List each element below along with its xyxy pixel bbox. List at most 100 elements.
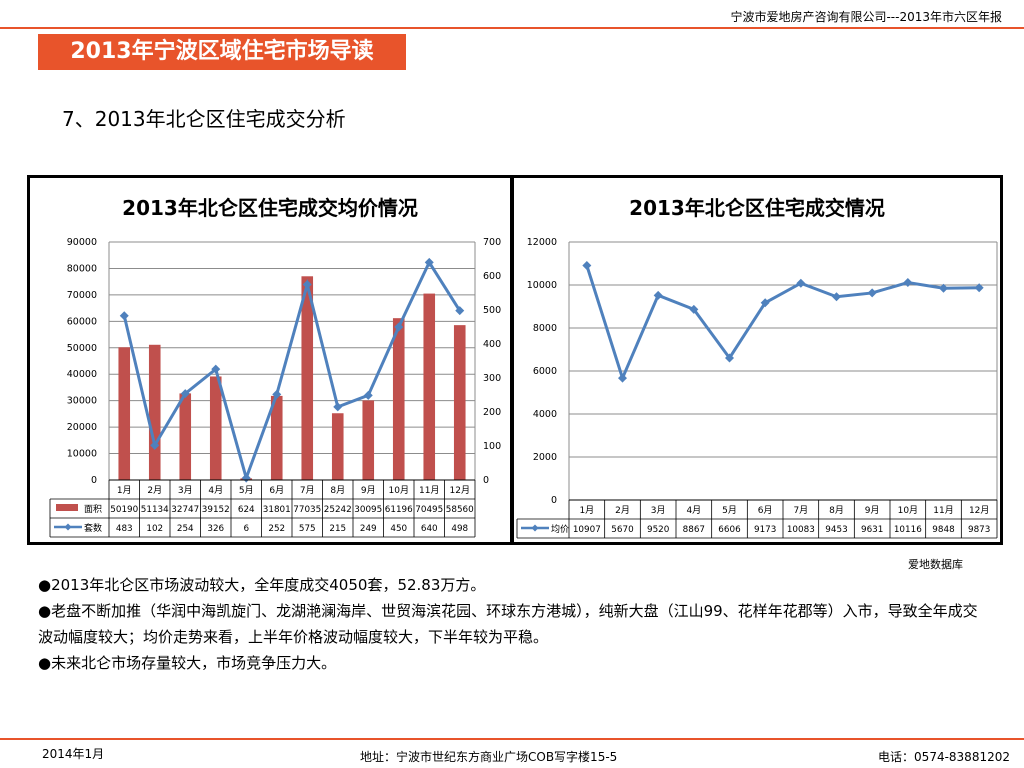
data-label: 640 [421,524,438,534]
analysis-bullets: ●2013年北仑区市场波动较大，全年度成交4050套，52.83万方。 ●老盘不… [38,572,988,676]
data-label: 498 [451,524,468,534]
bar [423,293,436,480]
data-label: 215 [329,524,346,534]
data-label: 39152 [202,505,230,515]
x-tick-label: 6月 [758,505,773,516]
data-label: 8867 [683,525,705,535]
section-title: 7、2013年北仑区住宅成交分析 [62,107,346,131]
y-left-tick-label: 10000 [527,280,557,291]
bar [362,400,375,480]
data-label: 30095 [354,505,382,515]
footer-phone: 电话：0574-83881202 [878,750,1010,764]
bullet-item: ●老盘不断加推（华润中海凯旋门、龙湖滟澜海岸、世贸海滨花园、环球东方港城），纯新… [38,602,978,646]
header-company: 宁波市爱地房产咨询有限公司---2013年市六区年报 [730,10,1002,24]
x-tick-label: 3月 [178,485,193,496]
data-label: 326 [207,524,224,534]
y-left-tick-label: 30000 [67,396,97,407]
series-line [122,259,462,483]
x-tick-label: 7月 [300,485,315,496]
chart-area-volume: 0 10000 20000 30000 40000 50000 60000 70000 8000… [49,237,501,538]
data-point [211,364,221,374]
bar [392,318,405,480]
data-point [582,260,592,270]
footer-divider [0,738,1024,740]
data-label: 9873 [968,525,990,535]
legend-key [56,504,78,511]
y-left-tick-label: 50000 [67,343,97,354]
legend-label: 均价 [551,523,569,535]
data-label: 9173 [754,525,776,535]
x-tick-label: 9月 [865,505,880,516]
data-label: 6 [243,524,249,534]
x-tick-label: 4月 [208,485,223,496]
data-point [394,322,404,332]
y-left-tick-label: 70000 [67,290,97,301]
data-label: 575 [299,524,316,534]
data-label: 9520 [647,525,670,535]
y-left-tick-label: 12000 [527,237,557,248]
x-tick-label: 3月 [651,505,666,516]
x-tick-label: 11月 [419,485,439,496]
x-tick-label: 8月 [829,505,844,516]
data-point [333,402,343,412]
data-point [618,373,627,383]
data-point [689,304,699,314]
bar [270,395,283,480]
y-right-tick-label: 300 [483,373,501,384]
x-tick-label: 10月 [389,485,409,496]
data-label: 32747 [171,505,199,515]
y-left-tick-label: 10000 [67,449,97,460]
x-tick-label: 11月 [933,505,953,516]
x-tick-label: 6月 [269,485,284,496]
data-label: 9631 [861,525,883,535]
chart-panel-price: 2013年北仑区住宅成交均价情况 0 10000 20000 30000 40000 50… [27,175,513,545]
header-divider [0,27,1024,29]
bullet-item: ●未来北仑市场存量较大，市场竞争压力大。 [38,654,337,672]
data-label: 483 [116,524,133,534]
data-label: 249 [360,524,377,534]
data-label: 6606 [718,525,741,535]
y-right-tick-label: 600 [483,271,501,282]
x-tick-label: 7月 [793,505,808,516]
legend-label: 面积 [84,503,102,515]
x-tick-label: 2月 [615,505,630,516]
data-label: 624 [238,505,255,515]
banner-title: 2013年宁波区域住宅市场导读 [38,34,406,70]
data-label: 9848 [932,525,954,535]
bar [148,344,161,480]
y-left-tick-label: 80000 [67,263,97,274]
bullet-item: ●2013年北仑区市场波动较大，全年度成交4050套，52.83万方。 [38,576,486,594]
y-right-tick-label: 700 [483,237,501,248]
bar [179,393,192,480]
data-point [867,288,877,298]
x-tick-label: 4月 [686,505,701,516]
footer-date: 2014年1月 [42,747,105,761]
data-point [939,283,948,293]
data-label: 70495 [415,505,443,515]
x-tick-label: 9月 [361,485,376,496]
bar [301,276,314,480]
series-line [585,265,980,383]
legend-key-marker [531,524,539,532]
legend-label: 套数 [84,522,102,534]
data-label: 102 [146,524,163,534]
data-point [760,298,770,308]
y-right-tick-label: 400 [483,339,501,350]
data-label: 9453 [825,525,847,535]
y-left-tick-label: 40000 [67,369,97,380]
data-label: 58560 [446,505,474,515]
x-tick-label: 2月 [147,485,162,496]
y-left-tick-label: 2000 [533,452,557,463]
bar [209,376,222,480]
data-label: 25242 [324,505,352,515]
chart-area-price: 0 2000 4000 6000 8000 10000 12000 1月 2月 3月 4月 5月 6月 7… [516,237,998,539]
data-point [424,257,434,267]
data-point [241,473,251,483]
data-label: 51134 [141,505,169,515]
y-left-tick-label: 0 [551,495,557,506]
x-tick-label: 8月 [330,485,345,496]
data-label: 10116 [894,525,922,535]
data-point [180,389,190,399]
bar [331,413,344,480]
bar [118,347,131,480]
